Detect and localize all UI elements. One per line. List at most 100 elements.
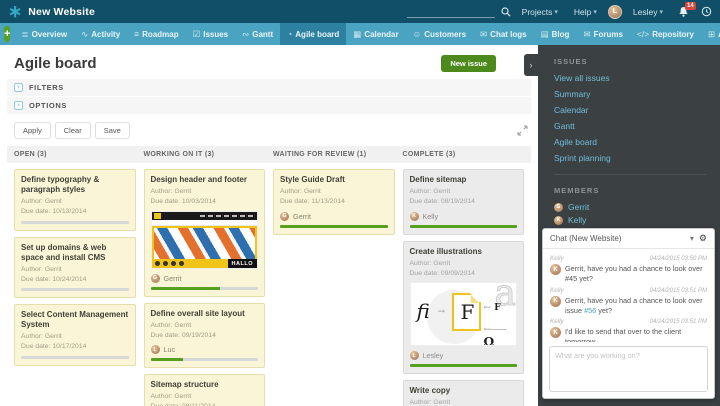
column-header-review: WAITING FOR REVIEW (1): [273, 151, 367, 158]
progress-bar: [150, 358, 258, 362]
user-menu[interactable]: Lesley ▾: [632, 6, 663, 17]
tab-agile-board[interactable]: ◔ Agile board: [280, 23, 347, 45]
quick-add-button[interactable]: +: [4, 26, 11, 42]
due-value: 09/19/2014: [181, 331, 216, 339]
clock-icon[interactable]: [701, 6, 712, 17]
due-label: Due date:: [151, 403, 180, 406]
issue-card[interactable]: Sitemap structure Author: Gerrit Due dat…: [143, 374, 265, 406]
member-row[interactable]: G Gerrit: [554, 202, 706, 212]
issue-card[interactable]: Create illustrations Author: Gerrit Due …: [402, 240, 524, 375]
file-icon: F: [451, 293, 481, 332]
chat-header[interactable]: Chat (New Website) ▾ ⚙: [543, 229, 714, 249]
issue-card[interactable]: Select Content Management System Author:…: [14, 304, 136, 367]
issue-card[interactable]: Design header and footer Author: Gerrit …: [143, 169, 265, 297]
filters-toggle[interactable]: › FILTERS: [7, 79, 531, 96]
sidebar-item-view-all-issues[interactable]: View all issues: [554, 73, 610, 83]
chevron-down-icon: ▾: [659, 8, 663, 16]
due-label: Due date:: [409, 269, 439, 277]
user-avatar[interactable]: L: [607, 4, 622, 19]
search-input[interactable]: [406, 5, 495, 18]
blog-icon: ▤: [540, 28, 549, 39]
new-issue-button[interactable]: New issue: [441, 55, 496, 72]
tab-customers[interactable]: ☺ Customers: [412, 29, 467, 39]
gear-icon[interactable]: ⚙: [698, 233, 707, 243]
chat-input[interactable]: [549, 346, 708, 392]
save-button[interactable]: Save: [94, 122, 130, 139]
tab-forums[interactable]: ✉ Forums: [583, 28, 623, 39]
issue-card[interactable]: Write copy Author: Gerrit Due date: 08/2…: [402, 380, 524, 406]
clear-button[interactable]: Clear: [54, 122, 91, 139]
column-header-complete: COMPLETE (3): [402, 151, 456, 158]
sidebar-item-calendar[interactable]: Calendar: [554, 105, 589, 115]
chat-messages: Kelly 04/24/2015 03:50 PM K Gerrit, have y…: [543, 249, 714, 342]
author-value: Gerrit: [303, 188, 321, 195]
issue-card[interactable]: Define sitemap Author: Gerrit Due date: …: [402, 169, 524, 235]
progress-bar: [280, 224, 388, 228]
tab-issues[interactable]: ☑ Issues: [192, 28, 229, 39]
tab-gantt[interactable]: ∾ Gantt: [242, 28, 274, 39]
author-label: Author:: [21, 333, 43, 341]
forums-icon: ✉: [583, 28, 591, 39]
sidebar-item-summary[interactable]: Summary: [554, 89, 591, 99]
assignee[interactable]: G Gerrit: [280, 211, 388, 221]
tab-blog[interactable]: ▤ Blog: [540, 28, 570, 39]
expand-icon: ›: [14, 83, 23, 92]
issue-title: Design header and footer: [150, 175, 247, 184]
chat-title: Chat (New Website): [550, 234, 622, 243]
chevron-down-icon: ▾: [593, 8, 597, 16]
sidebar-collapse-button[interactable]: ›: [524, 54, 538, 76]
assignee[interactable]: L Luc: [150, 345, 259, 355]
assignee-name: Gerrit: [163, 273, 182, 283]
progress-bar: [150, 286, 258, 290]
sidebar-issues-title: ISSUES: [554, 57, 588, 66]
agile-board-icon: ◔: [287, 29, 293, 39]
apply-button[interactable]: Apply: [14, 122, 51, 139]
sidebar-item-sprint-planning[interactable]: Sprint planning: [554, 153, 611, 163]
assignee[interactable]: L Lesley: [409, 351, 518, 361]
notifications-button[interactable]: 14: [678, 1, 696, 18]
member-avatar: G: [554, 202, 563, 212]
due-label: Due date:: [150, 331, 180, 339]
column-waiting-for-review: Style Guide Draft Author: Gerrit Due dat…: [273, 169, 395, 241]
options-toggle[interactable]: › OPTIONS: [7, 97, 531, 114]
sidebar-item-agile-board[interactable]: Agile board: [554, 137, 598, 147]
tab-calendar[interactable]: ▦ Calendar: [353, 28, 399, 39]
help-menu[interactable]: Help ▾: [573, 6, 597, 17]
gantt-icon: ∾: [242, 28, 250, 39]
tab-overview[interactable]: ≣ Overview: [21, 28, 68, 39]
fullscreen-icon[interactable]: [517, 125, 528, 136]
agile-board: Define typography & paragraph styles Aut…: [7, 163, 531, 406]
issue-title: Create illustrations: [409, 246, 482, 256]
author-value: Gerrit: [44, 265, 62, 273]
tab-roadmap[interactable]: ≡ Roadmap: [134, 29, 179, 39]
chat-collapse-icon[interactable]: ▾: [689, 234, 694, 243]
issue-card[interactable]: Define overall site layout Author: Gerri…: [143, 302, 265, 369]
assignee-avatar: G: [150, 273, 160, 283]
author-value: Gerrit: [174, 321, 192, 329]
due-value: 10/13/2014: [52, 207, 87, 215]
issue-card[interactable]: Set up domains & web space and install C…: [14, 236, 136, 299]
due-value: 10/03/2014: [181, 197, 216, 205]
projects-menu[interactable]: Projects ▾: [521, 6, 558, 17]
search-icon[interactable]: [501, 6, 511, 17]
chat-message: Kelly 04/24/2015 03:51 PM K Gerrit, have y…: [550, 286, 707, 315]
divider: [554, 174, 706, 175]
website-mockup-thumbnail: HALLO: [150, 210, 258, 269]
author-label: Author:: [21, 265, 43, 273]
assignee[interactable]: G Gerrit: [150, 273, 259, 283]
project-title: New Website: [28, 5, 96, 18]
progress-bar: [409, 364, 517, 368]
assignee[interactable]: K Kelly: [409, 211, 518, 221]
tab-repository[interactable]: </> Repository: [636, 29, 694, 39]
issue-link[interactable]: #56: [584, 305, 597, 315]
sidebar-item-gantt[interactable]: Gantt: [554, 121, 575, 131]
tab-apps[interactable]: ⊞Apps: [701, 23, 720, 45]
member-row[interactable]: K Kelly: [554, 215, 706, 225]
due-label: Due date:: [21, 275, 51, 283]
progress-bar: [409, 224, 517, 228]
issue-card[interactable]: Style Guide Draft Author: Gerrit Due dat…: [273, 169, 395, 235]
tab-activity[interactable]: ∿ Activity: [81, 28, 121, 39]
column-open: Define typography & paragraph styles Aut…: [14, 169, 136, 372]
tab-chat-logs[interactable]: ✉ Chat logs: [480, 28, 527, 39]
issue-card[interactable]: Define typography & paragraph styles Aut…: [14, 169, 136, 231]
